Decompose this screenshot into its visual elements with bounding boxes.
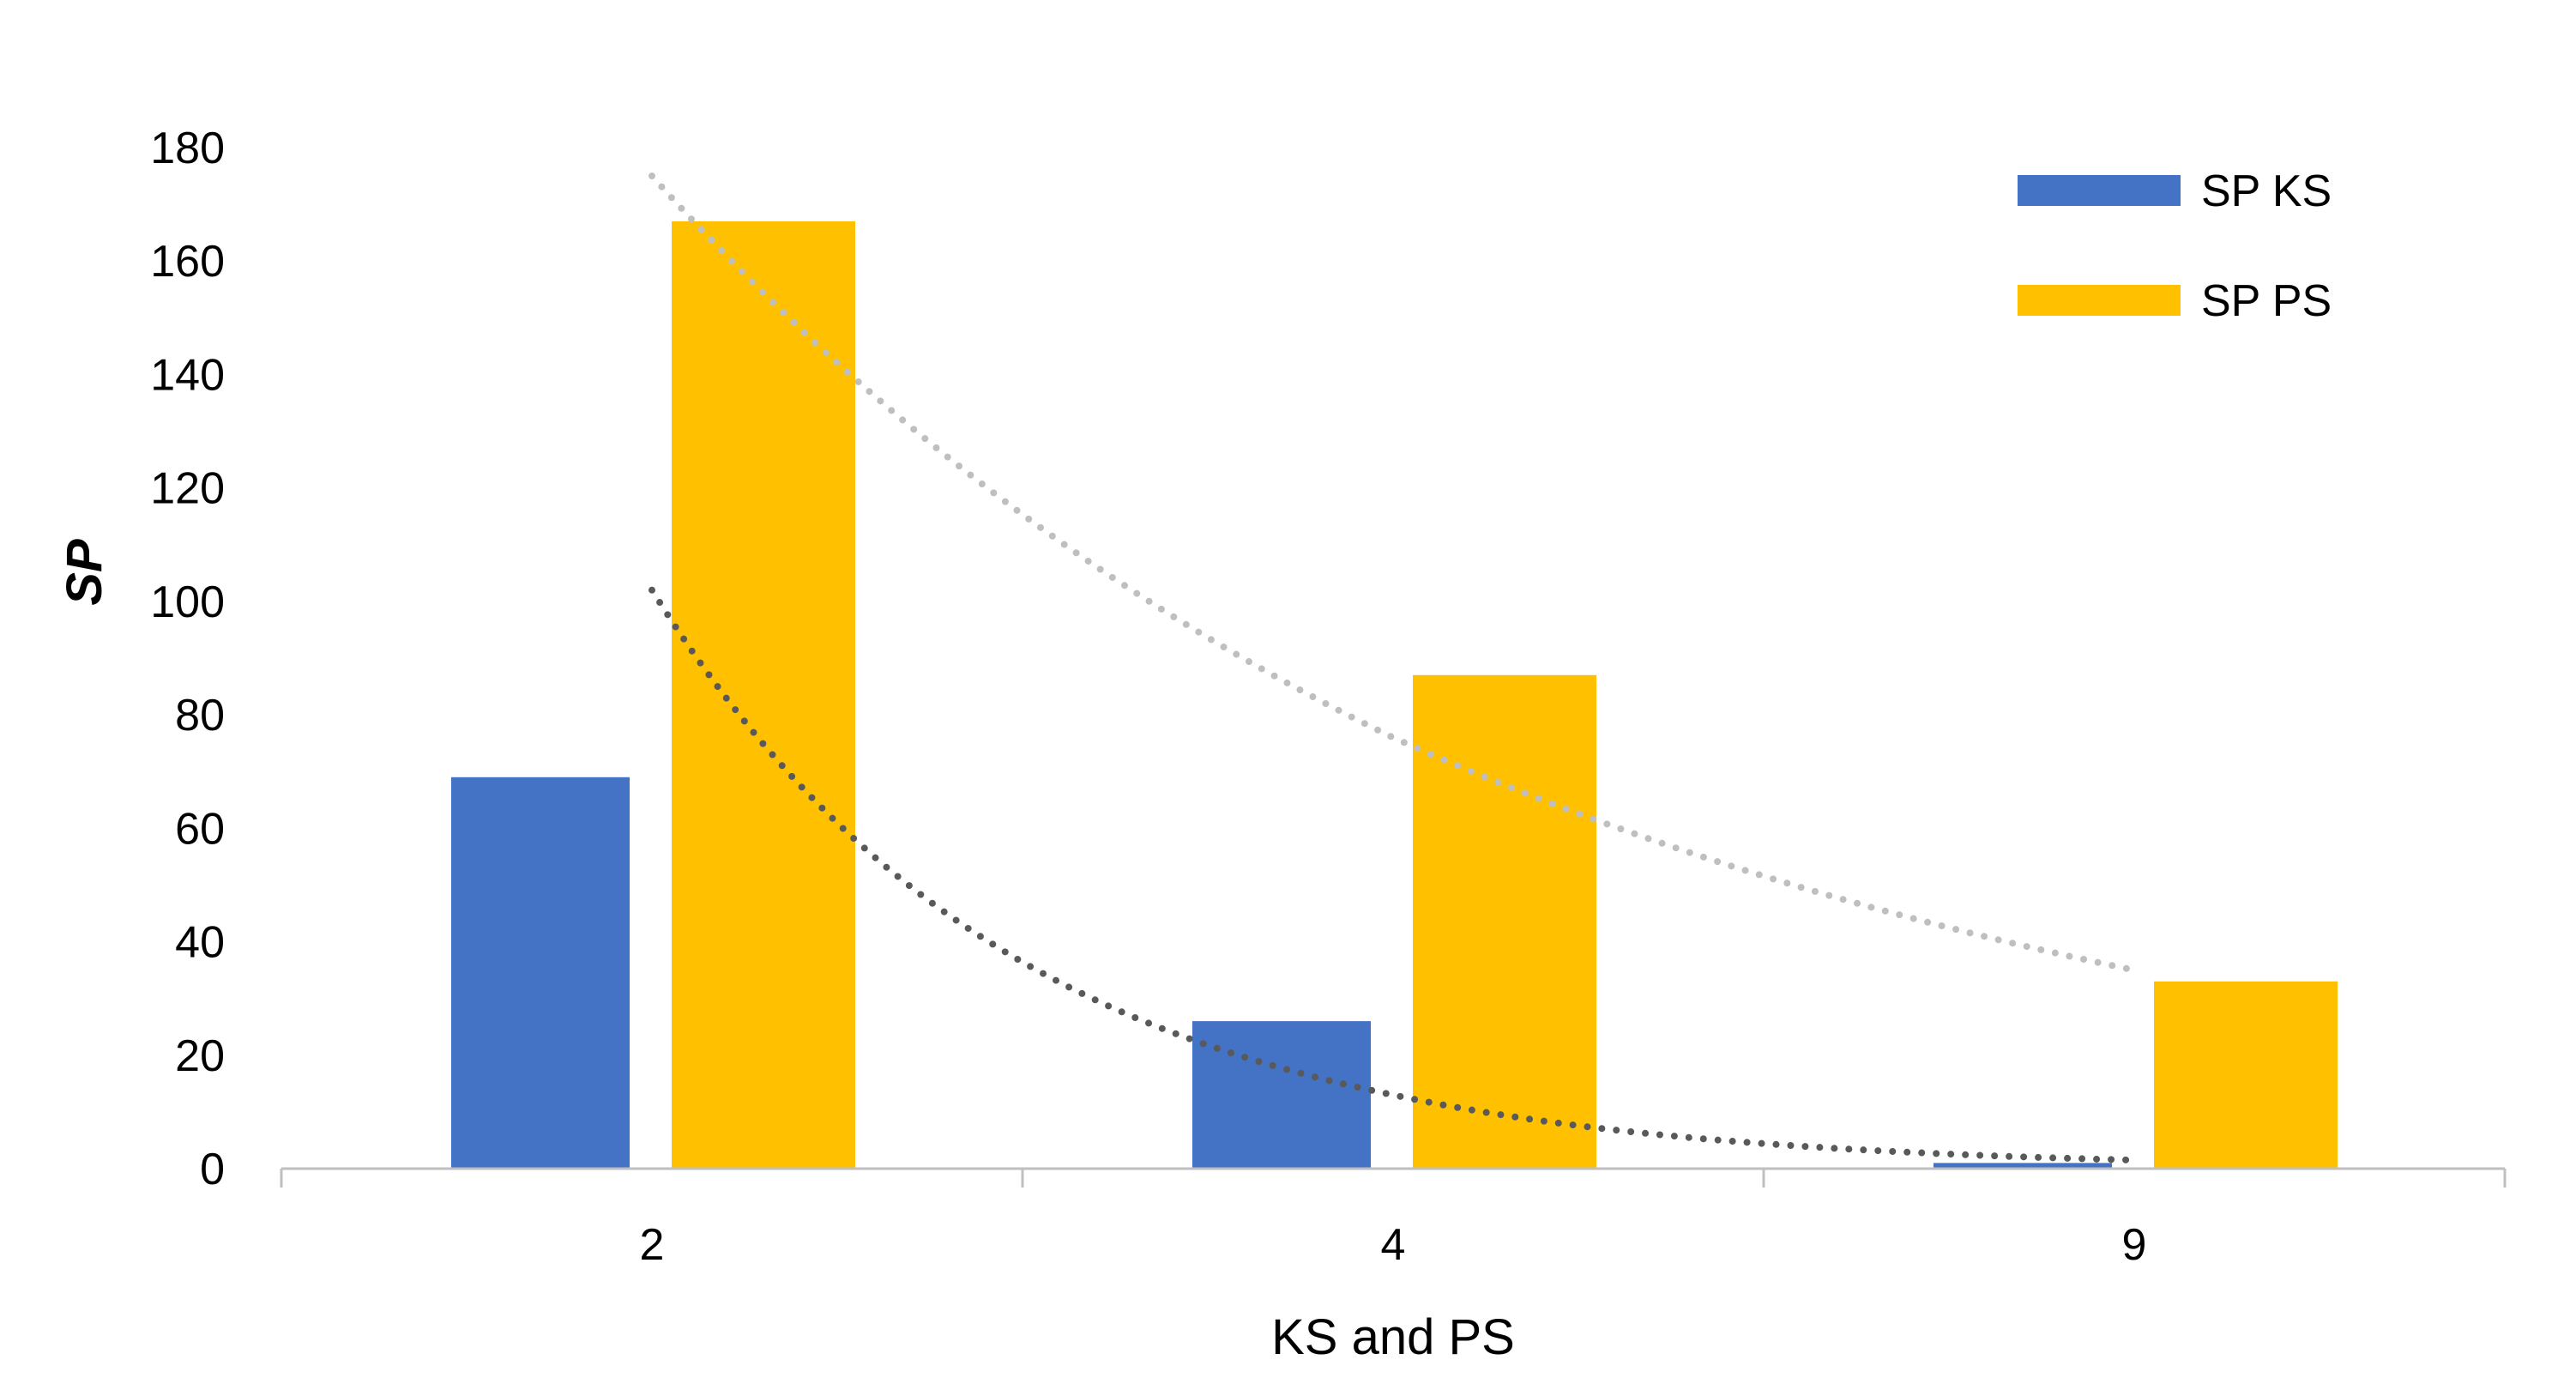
legend-swatch	[2018, 285, 2181, 316]
legend-label: SP PS	[2201, 276, 2332, 326]
y-tick-label: 120	[150, 464, 225, 514]
legend-swatch	[2018, 175, 2181, 206]
y-tick-label: 180	[150, 124, 225, 173]
bar-sp-ks-2	[451, 777, 630, 1169]
y-tick-label: 140	[150, 350, 225, 400]
bar-sp-ks-9	[1934, 1163, 2112, 1169]
y-tick-label: 100	[150, 577, 225, 627]
y-tick-label: 60	[175, 804, 225, 854]
y-tick-label: 20	[175, 1031, 225, 1081]
legend-label: SP KS	[2201, 166, 2332, 216]
y-tick-label: 160	[150, 237, 225, 287]
x-axis-ticks	[280, 1169, 2507, 1188]
legend: SP KS SP PS	[2018, 166, 2332, 326]
trendline-sp-ks	[649, 586, 2138, 1164]
bar-sp-ks-4	[1192, 1021, 1371, 1169]
y-tick-label: 80	[175, 691, 225, 740]
y-tick-label: 0	[200, 1145, 225, 1194]
bar-sp-ps-9	[2154, 981, 2338, 1169]
bars-layer	[451, 221, 2338, 1169]
trendlines-layer	[649, 172, 2138, 1164]
y-axis-title: SP	[57, 539, 112, 606]
bar-sp-ps-2	[672, 221, 855, 1169]
y-tick-label: 40	[175, 918, 225, 968]
bar-sp-ps-4	[1413, 674, 1596, 1169]
x-axis-title: KS and PS	[1271, 1309, 1515, 1365]
y-axis-tick-labels: 0 20 40 60 80 100 120 140 160 180	[150, 124, 225, 1194]
x-tick-label: 9	[2122, 1220, 2147, 1270]
x-tick-label: 2	[640, 1220, 665, 1270]
x-axis-tick-labels: 2 4 9	[640, 1220, 2147, 1270]
x-tick-label: 4	[1381, 1220, 1406, 1270]
trendline-sp-ps	[649, 172, 2138, 974]
